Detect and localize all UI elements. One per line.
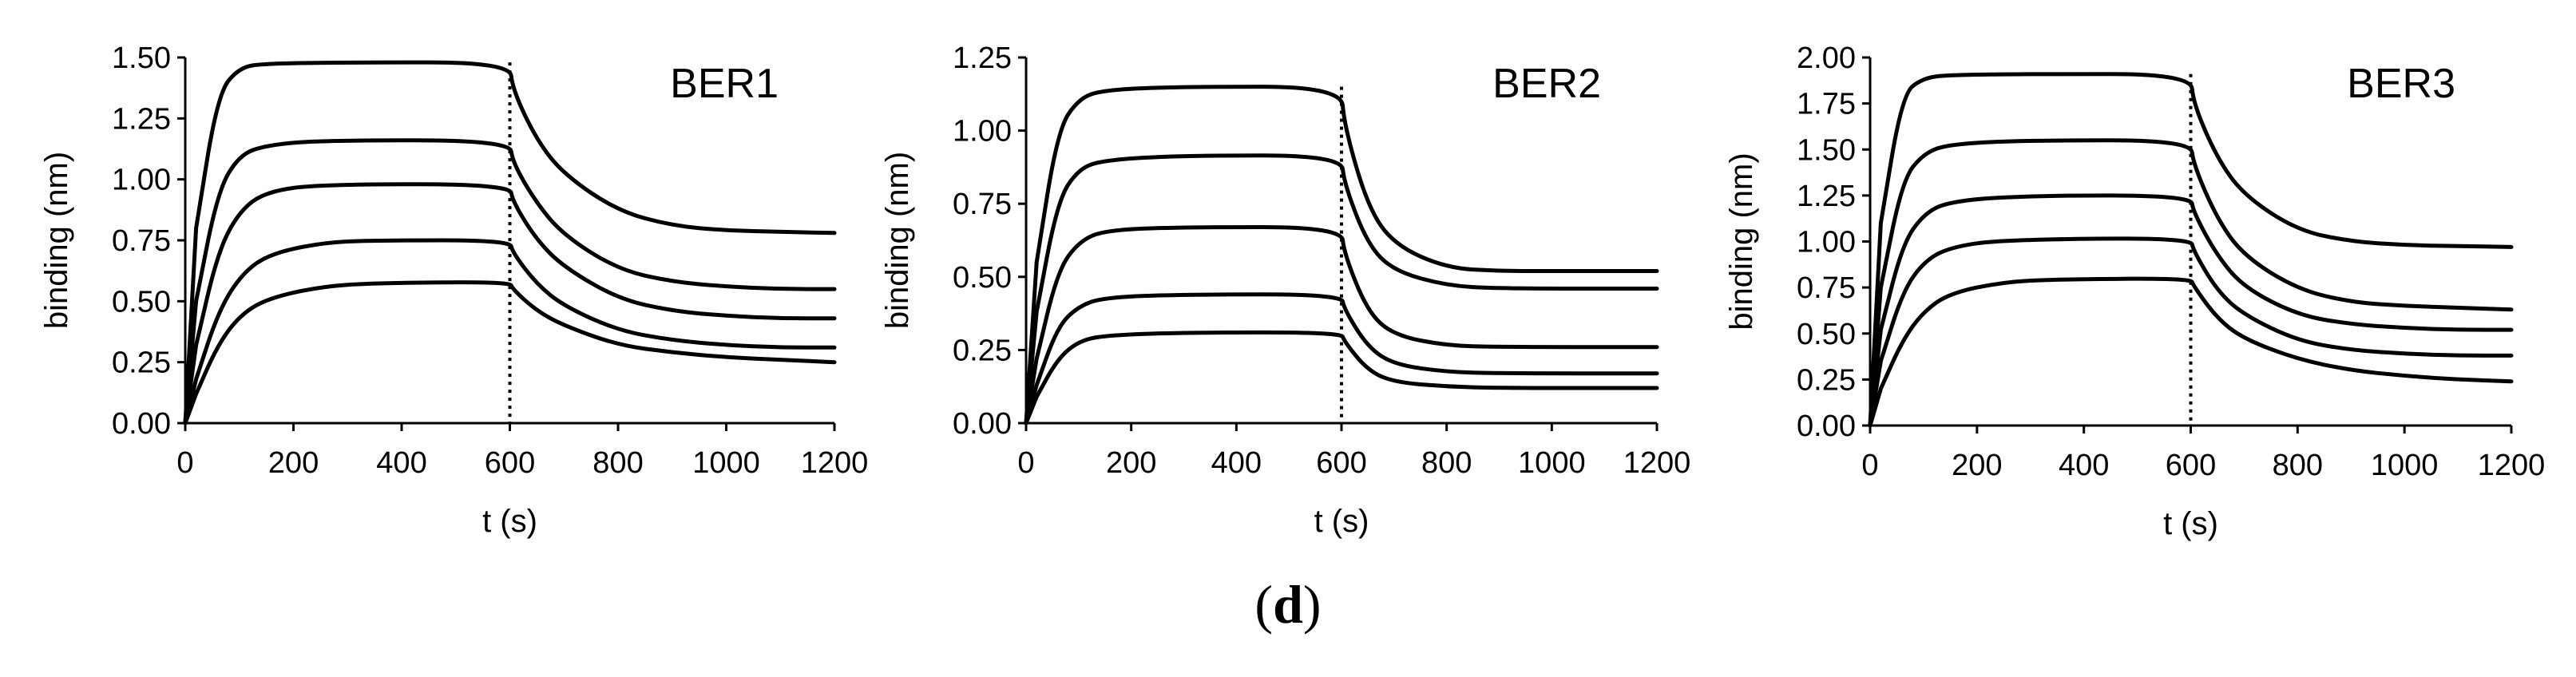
x-tick-label: 1200 xyxy=(1623,446,1691,480)
y-tick-label: 0.25 xyxy=(1797,363,1856,397)
x-tick-label: 0 xyxy=(176,446,193,480)
series-line-3 xyxy=(183,182,837,426)
y-tick-label: 1.00 xyxy=(1797,226,1856,259)
x-tick-label: 600 xyxy=(1316,446,1366,480)
y-tick-label: 0.00 xyxy=(953,407,1012,441)
y-tick-label: 1.00 xyxy=(112,164,171,197)
x-tick-label: 800 xyxy=(592,446,643,480)
y-tick-label: 0.50 xyxy=(112,285,171,319)
chart-title: BER3 xyxy=(2347,61,2455,107)
x-tick-label: 0 xyxy=(1017,446,1034,480)
y-tick-label: 0.50 xyxy=(953,261,1012,295)
chart-title: BER2 xyxy=(1492,61,1601,107)
x-tick-label: 1000 xyxy=(2371,449,2439,482)
x-tick-label: 1200 xyxy=(2478,449,2546,482)
figure-label: (d) xyxy=(0,573,2576,636)
x-tick-label: 1000 xyxy=(1518,446,1586,480)
chart-1: 0.00 0.25 0.50 0.75 1.00 1.25 1.50 0 200 400 600 80… xyxy=(39,42,868,539)
x-tick-label: 0 xyxy=(1861,449,1878,482)
x-tick-label: 800 xyxy=(1421,446,1472,480)
series-line-2 xyxy=(1024,153,1659,426)
y-tick-label: 0.50 xyxy=(1797,318,1856,351)
series-line-5 xyxy=(1024,330,1659,426)
series-line-3 xyxy=(1024,225,1659,426)
chart-2: 0.00 0.25 0.50 0.75 1.00 1.25 0 200 400 600 800 100… xyxy=(880,42,1690,539)
x-tick-label: 1200 xyxy=(801,446,869,480)
y-tick-label: 2.00 xyxy=(1797,42,1856,75)
y-tick-label: 0.00 xyxy=(1797,410,1856,443)
series-line-1 xyxy=(1024,85,1659,426)
x-axis-label: t (s) xyxy=(1314,504,1369,539)
x-tick-label: 200 xyxy=(268,446,319,480)
series-line-3 xyxy=(1868,193,2514,428)
x-tick-label: 400 xyxy=(2059,449,2109,482)
y-tick-label: 0.75 xyxy=(1797,271,1856,305)
series-line-4 xyxy=(1024,292,1659,426)
x-tick-label: 200 xyxy=(1106,446,1156,480)
series-line-4 xyxy=(1868,236,2514,428)
series-line-1 xyxy=(1868,72,2514,428)
series-line-2 xyxy=(1868,138,2514,428)
y-tick-label: 1.25 xyxy=(953,42,1012,75)
y-tick-label: 0.75 xyxy=(953,188,1012,221)
y-axis-label: binding (nm) xyxy=(39,152,74,329)
x-tick-label: 400 xyxy=(376,446,426,480)
x-tick-label: 600 xyxy=(2166,449,2216,482)
x-axis-label: t (s) xyxy=(2163,506,2218,541)
figure-label-open: ( xyxy=(1254,574,1274,635)
y-tick-label: 1.75 xyxy=(1797,88,1856,121)
figure-label-close: ) xyxy=(1302,574,1322,635)
y-tick-label: 1.25 xyxy=(1797,180,1856,213)
series-line-2 xyxy=(183,138,837,426)
series-line-5 xyxy=(1868,276,2514,428)
y-tick-label: 0.75 xyxy=(112,224,171,258)
x-tick-label: 200 xyxy=(1952,449,2002,482)
y-tick-label: 1.50 xyxy=(112,42,171,75)
x-axis-label: t (s) xyxy=(482,504,537,539)
y-tick-label: 0.00 xyxy=(112,407,171,441)
y-axis-label: binding (nm) xyxy=(880,152,915,329)
chart-title: BER1 xyxy=(670,61,779,107)
y-tick-label: 1.00 xyxy=(953,115,1012,148)
figure-label-letter: d xyxy=(1273,574,1303,635)
y-tick-label: 0.25 xyxy=(953,334,1012,367)
y-axis-label: binding (nm) xyxy=(1724,152,1759,330)
series-line-5 xyxy=(183,280,837,426)
series-line-1 xyxy=(183,60,837,426)
y-tick-label: 0.25 xyxy=(112,346,171,380)
y-tick-label: 1.50 xyxy=(1797,133,1856,167)
series-line-4 xyxy=(183,238,837,426)
x-tick-label: 800 xyxy=(2273,449,2323,482)
x-tick-label: 1000 xyxy=(692,446,760,480)
x-tick-label: 600 xyxy=(485,446,535,480)
chart-3: 0.00 0.25 0.50 0.75 1.00 1.25 1.50 1.75 2.00 0 200… xyxy=(1724,42,2545,541)
y-tick-label: 1.25 xyxy=(112,102,171,136)
x-tick-label: 400 xyxy=(1211,446,1262,480)
